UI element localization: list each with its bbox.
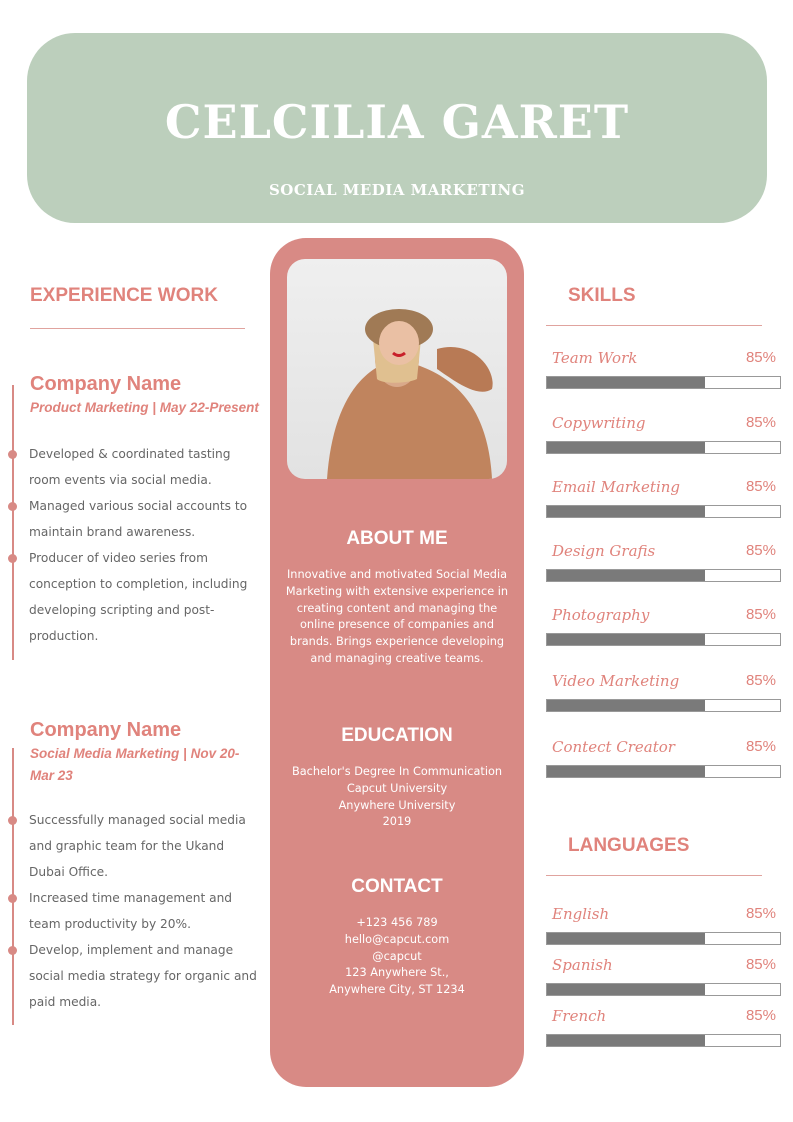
bullet-dot	[8, 502, 17, 511]
skill-bar-fill	[547, 766, 706, 777]
skill-label: Team Work	[552, 349, 638, 367]
education-line: Capcut University	[346, 781, 448, 795]
contact-phone: +123 456 789	[356, 916, 438, 929]
skill-bar	[546, 376, 781, 389]
skill-percent: 85%	[745, 606, 776, 623]
skill-percent: 85%	[745, 1007, 776, 1024]
education-line: 2019	[382, 815, 412, 829]
about-text: Innovative and motivated Social Media Ma…	[285, 568, 509, 665]
bullet-dot	[8, 946, 17, 955]
divider	[30, 328, 245, 329]
skill-percent: 85%	[745, 542, 776, 559]
company-name: Company Name	[30, 373, 182, 395]
divider	[546, 875, 762, 876]
experience-title: EXPERIENCE WORK	[30, 285, 218, 306]
skill-label: Copywriting	[552, 414, 646, 432]
contact-details: +123 456 789 hello@capcut.com @capcut 12…	[280, 915, 514, 999]
job-subtitle: Social Media Marketing | Nov 20-Mar 23	[30, 746, 240, 783]
divider	[546, 325, 762, 326]
contact-handle: @capcut	[372, 949, 422, 963]
job-bullet: Successfully managed social media and gr…	[29, 813, 246, 879]
skill-label: Video Marketing	[552, 672, 680, 690]
skill-bar	[546, 699, 781, 712]
skill-bar-fill	[547, 700, 706, 711]
education-details: Bachelor's Degree In Communication Capcu…	[280, 764, 514, 831]
job-subtitle: Product Marketing | May 22-Present	[30, 400, 259, 415]
job-bullet: Producer of video series from conception…	[29, 551, 248, 643]
skill-bar-fill	[547, 570, 706, 581]
skill-bar	[546, 765, 781, 778]
job-role: SOCIAL MEDIA MARKETING	[268, 181, 526, 199]
skill-percent: 85%	[745, 672, 776, 689]
contact-address: 123 Anywhere St.,	[345, 966, 449, 980]
skill-bar-fill	[547, 984, 706, 995]
skill-bar-fill	[547, 933, 706, 944]
bullet-dot	[8, 816, 17, 825]
skill-bar	[546, 1034, 781, 1047]
skill-percent: 85%	[745, 349, 776, 366]
contact-email: hello@capcut.com	[344, 932, 450, 946]
skill-label: Contect Creator	[552, 738, 675, 756]
language-label: Spanish	[552, 956, 613, 974]
skill-bar	[546, 569, 781, 582]
skill-bar	[546, 441, 781, 454]
bullet-dot	[8, 450, 17, 459]
language-label: French	[552, 1007, 607, 1025]
profile-panel: ABOUT ME Innovative and motivated Social…	[270, 238, 524, 1087]
skill-bar	[546, 505, 781, 518]
skill-bar-fill	[547, 442, 706, 453]
bullet-dot	[8, 554, 17, 563]
skill-label: Design Grafis	[552, 542, 656, 560]
skill-percent: 85%	[745, 478, 776, 495]
skill-bar	[546, 633, 781, 646]
skill-label: Photography	[552, 606, 650, 624]
job-bullet: Increased time management and team produ…	[29, 891, 233, 931]
skill-percent: 85%	[745, 738, 776, 755]
education-line: Bachelor's Degree In Communication	[291, 765, 503, 778]
header-banner: CELCILIA GARET SOCIAL MEDIA MARKETING	[27, 33, 767, 223]
skill-percent: 85%	[745, 905, 776, 922]
about-title: ABOUT ME	[346, 528, 448, 549]
skill-label: Email Marketing	[552, 478, 681, 496]
contact-city: Anywhere City, ST 1234	[329, 983, 465, 997]
profile-photo	[287, 259, 507, 479]
language-label: English	[552, 905, 610, 923]
skill-percent: 85%	[745, 414, 776, 431]
job-bullet: Developed & coordinated tasting room eve…	[29, 447, 231, 487]
languages-title: LANGUAGES	[568, 835, 690, 856]
job-bullet: Develop, implement and manage social med…	[29, 943, 257, 1009]
skill-bar-fill	[547, 634, 706, 645]
skills-title: SKILLS	[568, 285, 636, 306]
skill-bar-fill	[547, 506, 706, 517]
bullet-dot	[8, 894, 17, 903]
skill-bar	[546, 932, 781, 945]
skill-percent: 85%	[745, 956, 776, 973]
timeline-line	[12, 748, 14, 1025]
company-name: Company Name	[30, 719, 182, 741]
job-bullet: Managed various social accounts to maint…	[29, 499, 248, 539]
education-line: Anywhere University	[338, 798, 456, 812]
contact-title: CONTACT	[351, 876, 443, 897]
skill-bar	[546, 983, 781, 996]
skill-bar-fill	[547, 1035, 706, 1046]
timeline-line	[12, 385, 14, 660]
skill-bar-fill	[547, 377, 706, 388]
education-title: EDUCATION	[341, 725, 453, 746]
person-name: CELCILIA GARET	[164, 95, 630, 149]
